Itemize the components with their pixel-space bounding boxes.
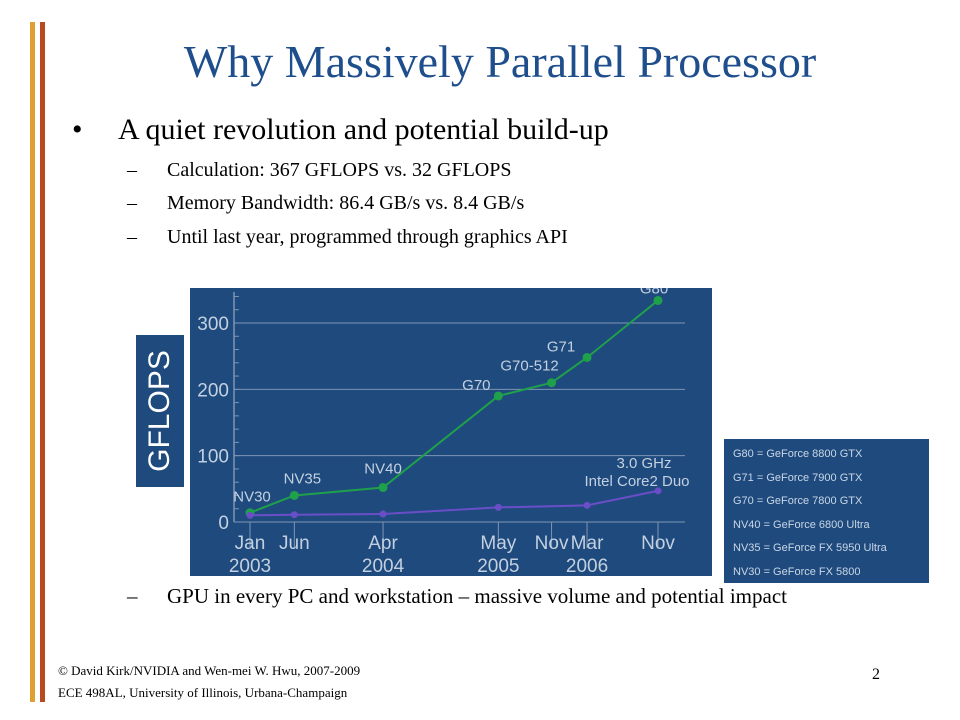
bullet-dot: • (72, 113, 83, 146)
chip-legend: G80 = GeForce 8800 GTX G71 = GeForce 790… (724, 439, 929, 583)
data-point-gpu (493, 391, 503, 401)
point-label: NV35 (284, 470, 322, 487)
chart-series (245, 295, 663, 519)
cpu-annotation-line2: Intel Core2 Duo (584, 473, 689, 490)
y-tick-label: 300 (197, 314, 229, 335)
footer-copyright: © David Kirk/NVIDIA and Wen-mei W. Hwu, … (58, 663, 361, 678)
chart-grid (234, 322, 685, 548)
gflops-label-box (136, 335, 184, 487)
slide-title: Why Massively Parallel Processor (183, 36, 817, 87)
data-point-cpu (583, 501, 591, 509)
x-year-label: 2006 (566, 556, 608, 576)
sub-bullet-bandwidth: – Memory Bandwidth: 86.4 GB/s vs. 8.4 GB/… (127, 192, 525, 214)
x-year-label: 2005 (477, 556, 519, 576)
chart-labels: NV30 NV35 NV40 G70 G70-512 G71 G80 3.0 GHzIntel… (233, 288, 689, 506)
sub-bullet-graphics-api: – Until last year, programmed through gra… (127, 226, 568, 248)
legend-item-g70: G70 = GeForce 7800 GTX (733, 495, 863, 507)
x-tick-label: Mar (571, 533, 604, 554)
data-point-gpu (378, 483, 388, 493)
cpu-annotation-line1: 3.0 GHz (616, 455, 671, 472)
data-point-gpu (582, 352, 592, 362)
x-year-label: 2003 (229, 556, 271, 576)
x-tick-label: May (480, 533, 516, 554)
data-point-gpu (653, 295, 663, 305)
y-tick-label: 100 (197, 447, 229, 468)
point-label: NV30 (233, 489, 271, 506)
accent-bar-red (40, 22, 45, 702)
y-tick-label: 0 (218, 513, 229, 534)
sub-bullet-calculation: – Calculation: 367 GFLOPS vs. 32 GFLOPS (127, 159, 512, 181)
data-point-gpu (547, 378, 557, 388)
x-tick-label: Nov (535, 533, 569, 554)
gflops-label: GFLOPS (143, 350, 176, 472)
point-label: G70-512 (500, 358, 558, 375)
legend-item-nv30: NV30 = GeForce FX 5800 (733, 565, 861, 578)
series-line-cpu (249, 489, 659, 517)
point-label: NV40 (364, 461, 402, 478)
legend-item-nv35: NV35 = GeForce FX 5950 Ultra (733, 542, 887, 554)
accent-bar-orange (30, 22, 35, 702)
sub-bullet-gpu-every-pc: – GPU in every PC and workstation – massi… (127, 584, 787, 608)
data-point-cpu (494, 503, 502, 511)
page-number: 2 (872, 666, 880, 683)
legend-item-g71: G71 = GeForce 7900 GTX (733, 471, 863, 484)
y-tick-label: 200 (197, 380, 229, 401)
footer-course: ECE 498AL, University of Illinois, Urban… (58, 685, 348, 700)
data-point-gpu (289, 490, 299, 500)
data-point-cpu (290, 511, 298, 519)
point-label: G71 (547, 338, 575, 355)
x-year-label: 2004 (362, 556, 405, 576)
point-label: G80 (640, 288, 668, 297)
x-tick-label: Apr (368, 533, 398, 554)
point-label: G70 (462, 377, 490, 394)
data-point-cpu (379, 510, 387, 518)
legend-item-nv40: NV40 = GeForce 6800 Ultra (733, 518, 870, 531)
x-tick-label: Nov (641, 533, 675, 554)
x-tick-label: Jan (235, 533, 266, 554)
main-bullet-text: A quiet revolution and potential build-u… (118, 113, 609, 146)
main-bullet: • A quiet revolution and potential build-… (72, 113, 609, 147)
data-point-cpu (654, 487, 662, 495)
chart-background (190, 288, 712, 576)
x-tick-label: Jun (279, 533, 310, 554)
legend-item-g80: G80 = GeForce 8800 GTX (733, 448, 863, 460)
data-point-cpu (246, 511, 254, 519)
